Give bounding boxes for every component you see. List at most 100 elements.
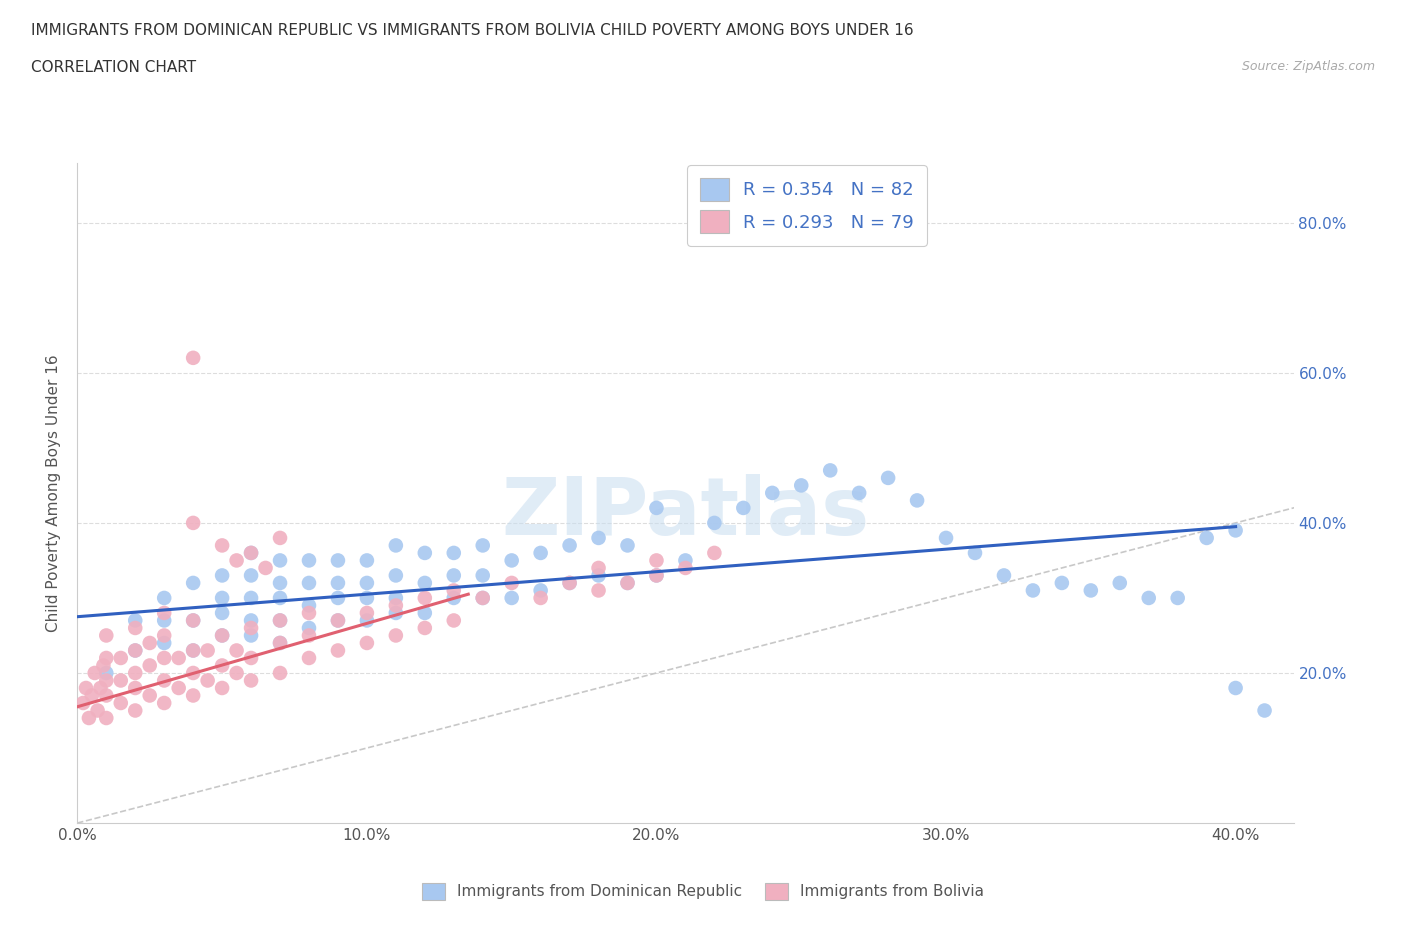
Point: [818, 463, 841, 478]
Point: [225, 666, 247, 681]
Point: [356, 605, 378, 620]
Point: [269, 635, 291, 650]
Point: [89, 681, 111, 696]
Point: [1225, 523, 1247, 538]
Point: [963, 546, 986, 561]
Point: [240, 673, 263, 688]
Point: [96, 666, 118, 681]
Point: [181, 613, 204, 628]
Point: [124, 681, 146, 696]
Point: [326, 576, 349, 591]
Point: [211, 591, 233, 605]
Point: [138, 688, 160, 703]
Point: [356, 635, 378, 650]
Point: [443, 546, 465, 561]
Point: [96, 628, 118, 643]
Text: Source: ZipAtlas.com: Source: ZipAtlas.com: [1241, 60, 1375, 73]
Point: [385, 591, 408, 605]
Point: [326, 553, 349, 568]
Point: [413, 546, 436, 561]
Point: [269, 666, 291, 681]
Point: [993, 568, 1015, 583]
Point: [326, 643, 349, 658]
Point: [471, 568, 494, 583]
Point: [269, 591, 291, 605]
Point: [385, 568, 408, 583]
Point: [225, 553, 247, 568]
Y-axis label: Child Poverty Among Boys Under 16: Child Poverty Among Boys Under 16: [46, 354, 62, 631]
Point: [83, 666, 105, 681]
Point: [761, 485, 783, 500]
Point: [385, 598, 408, 613]
Point: [298, 628, 321, 643]
Point: [240, 651, 263, 666]
Point: [86, 703, 108, 718]
Point: [96, 651, 118, 666]
Point: [153, 635, 176, 650]
Point: [616, 576, 638, 591]
Point: [181, 613, 204, 628]
Point: [326, 613, 349, 628]
Point: [298, 553, 321, 568]
Point: [269, 576, 291, 591]
Point: [153, 613, 176, 628]
Point: [385, 628, 408, 643]
Point: [298, 605, 321, 620]
Point: [240, 613, 263, 628]
Point: [588, 568, 610, 583]
Point: [443, 591, 465, 605]
Point: [153, 628, 176, 643]
Point: [443, 613, 465, 628]
Point: [181, 666, 204, 681]
Point: [471, 591, 494, 605]
Point: [356, 576, 378, 591]
Point: [110, 673, 132, 688]
Point: [413, 605, 436, 620]
Point: [153, 591, 176, 605]
Point: [167, 651, 190, 666]
Point: [356, 553, 378, 568]
Point: [269, 613, 291, 628]
Legend: Immigrants from Dominican Republic, Immigrants from Bolivia: Immigrants from Dominican Republic, Immi…: [416, 877, 990, 906]
Point: [240, 568, 263, 583]
Point: [471, 538, 494, 552]
Point: [153, 673, 176, 688]
Point: [197, 673, 219, 688]
Point: [181, 643, 204, 658]
Point: [703, 546, 725, 561]
Point: [1225, 681, 1247, 696]
Point: [269, 530, 291, 545]
Point: [124, 643, 146, 658]
Point: [124, 643, 146, 658]
Point: [80, 688, 103, 703]
Point: [616, 576, 638, 591]
Text: ZIPatlas: ZIPatlas: [502, 473, 869, 551]
Point: [240, 591, 263, 605]
Point: [269, 635, 291, 650]
Point: [110, 696, 132, 711]
Point: [153, 696, 176, 711]
Point: [790, 478, 813, 493]
Point: [443, 568, 465, 583]
Point: [443, 583, 465, 598]
Point: [645, 568, 668, 583]
Point: [124, 613, 146, 628]
Point: [240, 620, 263, 635]
Point: [225, 643, 247, 658]
Point: [269, 613, 291, 628]
Point: [935, 530, 957, 545]
Point: [588, 583, 610, 598]
Point: [181, 688, 204, 703]
Point: [72, 696, 94, 711]
Point: [848, 485, 870, 500]
Point: [181, 515, 204, 530]
Point: [211, 538, 233, 552]
Point: [211, 628, 233, 643]
Point: [471, 591, 494, 605]
Point: [96, 673, 118, 688]
Text: CORRELATION CHART: CORRELATION CHART: [31, 60, 195, 75]
Point: [124, 703, 146, 718]
Point: [703, 515, 725, 530]
Point: [530, 546, 553, 561]
Point: [530, 591, 553, 605]
